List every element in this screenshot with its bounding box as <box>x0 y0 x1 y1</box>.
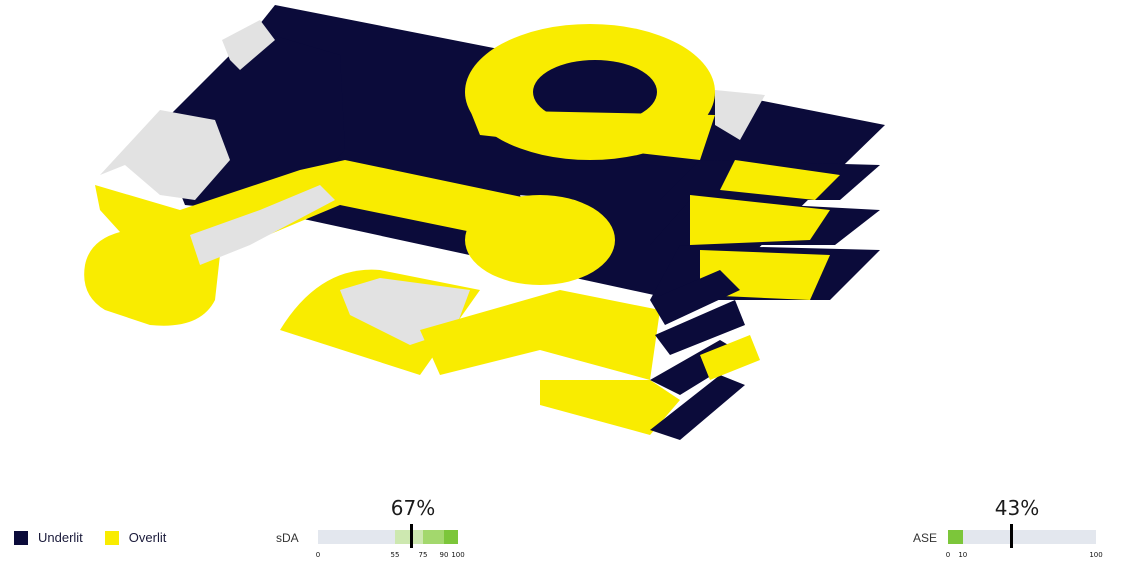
sda-value: 67% <box>390 496 436 520</box>
sda-tick-label: 0 <box>315 551 321 559</box>
ase-range-segment <box>948 530 963 544</box>
ase-label: ASE <box>913 531 938 545</box>
underlit-zone-front-2 <box>655 300 745 355</box>
overlit-zone-stack-1 <box>720 160 840 200</box>
ase-value: 43% <box>994 496 1040 520</box>
ase-tick-label: 10 <box>958 551 968 559</box>
overlit-zone-lower-front <box>540 380 680 435</box>
sda-value-marker <box>410 524 414 548</box>
legend-label-overlit: Overlit <box>128 530 167 545</box>
legend-label-underlit: Underlit <box>38 530 83 545</box>
sda-range-segment <box>423 530 444 544</box>
underlit-zone-ring-center <box>533 60 657 124</box>
legend: Underlit Overlit <box>14 530 188 545</box>
underlit-swatch <box>14 530 28 545</box>
sda-tick-label: 100 <box>451 551 465 559</box>
ase-bar <box>948 524 1096 548</box>
ase-tick-label: 0 <box>945 551 951 559</box>
underlit-zone-front-4 <box>650 375 745 440</box>
neutral-zone-right <box>715 90 765 140</box>
overlit-swatch <box>104 530 119 545</box>
neutral-zone-top-left <box>222 20 275 70</box>
sda-range-segment <box>444 530 458 544</box>
sda-range-segment <box>395 530 423 544</box>
sda-tick-label: 90 <box>439 551 449 559</box>
underlit-zone-front-1 <box>650 270 740 325</box>
legend-item-underlit: Underlit <box>14 530 83 545</box>
overlit-zone-stack-2 <box>690 195 830 245</box>
ase-tick-label: 100 <box>1089 551 1103 559</box>
overlit-zone-middle <box>465 195 615 285</box>
sda-label: sDA <box>276 531 299 545</box>
daylight-floorplan-map <box>84 5 885 440</box>
neutral-zone-left <box>100 110 230 200</box>
overlit-zone-lower-mid <box>420 290 660 380</box>
overlit-zone-front-right <box>700 335 760 380</box>
sda-tick-label: 75 <box>418 551 428 559</box>
sda-bar <box>318 524 458 548</box>
sda-tick-label: 55 <box>390 551 400 559</box>
overlit-zone-ring-lower <box>470 110 715 160</box>
neutral-zone-corridor <box>190 185 335 265</box>
overlit-zone-corridor <box>84 160 560 326</box>
legend-item-overlit: Overlit <box>104 530 167 545</box>
ase-value-marker <box>1010 524 1014 548</box>
